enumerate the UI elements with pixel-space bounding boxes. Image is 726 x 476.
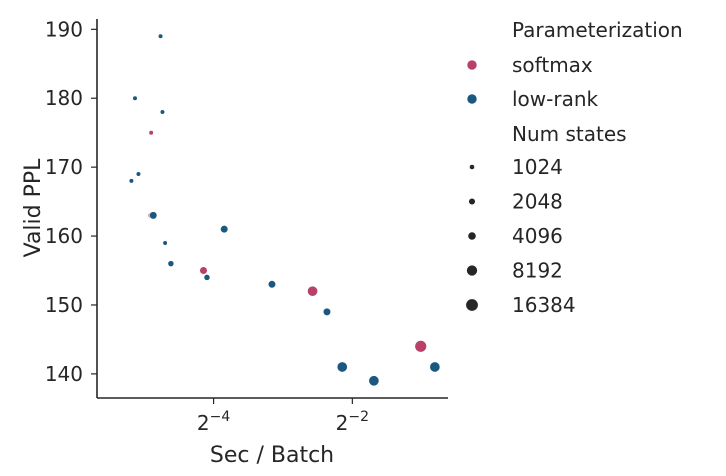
legend-size-label: 8192 bbox=[512, 259, 563, 283]
scatter-point-low-rank bbox=[336, 361, 348, 373]
y-tick-label: 150 bbox=[45, 293, 83, 317]
legend-label-low-rank: low-rank bbox=[512, 87, 599, 111]
scatter-point-low-rank bbox=[220, 225, 229, 234]
y-tick-label: 160 bbox=[45, 224, 83, 248]
legend-size-label: 16384 bbox=[512, 293, 576, 317]
legend-marker-low-rank bbox=[466, 93, 478, 105]
scatter-point-low-rank bbox=[157, 33, 164, 39]
scatter-point-low-rank bbox=[159, 109, 166, 115]
legend-size-items: 1024 2048 4096 8192 16384 bbox=[466, 155, 576, 317]
scatter-point-softmax bbox=[414, 340, 427, 353]
legend-label-softmax: softmax bbox=[512, 53, 593, 77]
y-axis-title: Valid PPL bbox=[21, 158, 46, 258]
scatter-point-low-rank bbox=[132, 95, 138, 101]
x-tick-labels: 2−4 2−2 bbox=[197, 398, 369, 435]
legend-size-label: 2048 bbox=[512, 190, 563, 214]
legend: Parameterization softmax low-rank Num sta… bbox=[466, 18, 683, 317]
scatter-point-low-rank bbox=[322, 307, 332, 316]
legend-size-marker bbox=[468, 198, 476, 205]
legend-marker-softmax bbox=[466, 59, 478, 71]
legend-size-marker bbox=[466, 265, 478, 276]
scatter-point-softmax bbox=[199, 266, 208, 275]
scatter-point-softmax bbox=[148, 130, 154, 136]
x-tick-label: 2−4 bbox=[197, 409, 230, 435]
scatter-point-low-rank bbox=[203, 274, 211, 281]
scatter-point-low-rank bbox=[128, 178, 135, 184]
y-tick-labels: 140 150 160 170 180 190 bbox=[45, 17, 97, 386]
legend-size-marker bbox=[468, 232, 476, 240]
y-tick-label: 140 bbox=[45, 362, 83, 386]
scatter-point-low-rank bbox=[162, 240, 168, 246]
scatter-point-low-rank bbox=[135, 171, 142, 177]
legend-hue-items: softmax low-rank bbox=[466, 53, 599, 111]
scatter-point-low-rank bbox=[267, 280, 277, 289]
plot-area: 140 150 160 170 180 190 2−4 2−2 bbox=[45, 17, 448, 435]
y-tick-label: 180 bbox=[45, 86, 83, 110]
data-points bbox=[128, 33, 441, 387]
legend-size-label: 4096 bbox=[512, 224, 563, 248]
scatter-point-low-rank bbox=[429, 361, 441, 373]
y-tick-label: 190 bbox=[45, 17, 83, 41]
x-tick-label: 2−2 bbox=[336, 409, 369, 435]
scatter-point-softmax bbox=[307, 285, 319, 297]
legend-hue-title: Parameterization bbox=[512, 18, 683, 42]
scatter-point-low-rank bbox=[167, 260, 175, 267]
legend-size-title: Num states bbox=[512, 122, 627, 146]
scatter-point-low-rank bbox=[149, 211, 158, 220]
scatter-point-low-rank bbox=[368, 375, 380, 387]
y-tick-label: 170 bbox=[45, 155, 83, 179]
legend-size-label: 1024 bbox=[512, 155, 563, 179]
x-axis-title: Sec / Batch bbox=[210, 443, 334, 468]
legend-size-marker bbox=[469, 164, 475, 170]
legend-size-marker bbox=[466, 299, 478, 311]
